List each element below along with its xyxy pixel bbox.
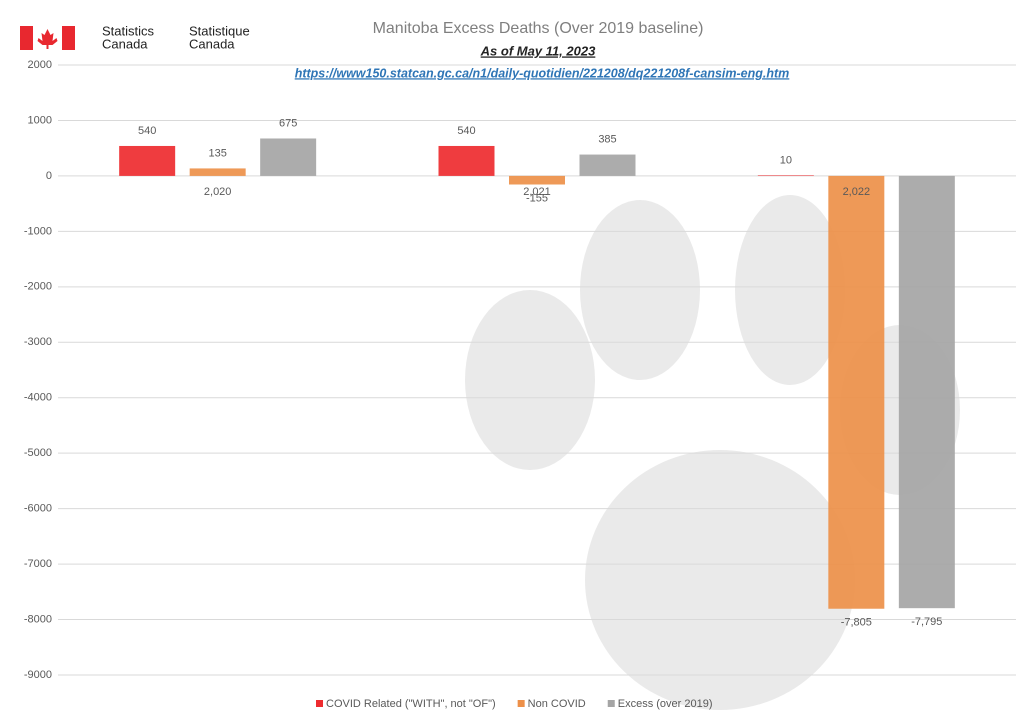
chart-subtitle: As of May 11, 2023: [480, 43, 596, 58]
y-tick-label: -7000: [24, 558, 52, 570]
bar: [509, 175, 565, 185]
y-tick-label: 0: [46, 170, 52, 182]
bar: [898, 175, 955, 609]
background-art: [465, 195, 960, 710]
chart-title: Manitoba Excess Deaths (Over 2019 baseli…: [373, 20, 704, 37]
data-label: -7,795: [911, 616, 942, 628]
agency-text: Statistique: [189, 23, 250, 38]
bar: [828, 175, 885, 609]
y-tick-label: -2000: [24, 281, 52, 293]
agency-text: Canada: [102, 36, 148, 51]
y-tick-label: -5000: [24, 447, 52, 459]
y-tick-label: -6000: [24, 503, 52, 515]
y-tick-label: 2000: [28, 59, 52, 71]
y-tick-label: -1000: [24, 225, 52, 237]
data-label: 675: [279, 117, 297, 129]
data-label: 10: [780, 154, 792, 166]
data-label: 540: [457, 125, 475, 137]
y-tick-label: -3000: [24, 336, 52, 348]
data-label: -155: [526, 192, 548, 204]
bar: [260, 138, 317, 176]
legend-swatch: [607, 700, 615, 707]
y-tick-label: -9000: [24, 669, 52, 681]
legend-swatch: [517, 700, 525, 707]
source-link[interactable]: https://www150.statcan.gc.ca/n1/daily-qu…: [295, 66, 790, 80]
bar: [119, 145, 176, 176]
legend-swatch: [316, 700, 323, 707]
data-label: 385: [598, 133, 616, 145]
bar: [579, 154, 636, 176]
data-label: -7,805: [841, 617, 872, 629]
legend: COVID Related ("WITH", not "OF") Non COVI…: [316, 698, 713, 710]
agency-text: Statistics: [102, 23, 155, 38]
x-tick-label: 2,020: [204, 186, 232, 198]
logo: Statistics Canada Statistique Canada: [20, 23, 250, 51]
bar: [757, 175, 814, 176]
data-label: 135: [208, 147, 226, 159]
y-tick-label: -4000: [24, 392, 52, 404]
bar: [438, 145, 495, 176]
data-label: 540: [138, 125, 156, 137]
legend-label: Non COVID: [528, 698, 586, 710]
legend-label: Excess (over 2019): [618, 698, 713, 710]
x-tick-label: 2,021: [523, 186, 551, 198]
x-tick-label: 2,022: [843, 186, 871, 198]
agency-text: Canada: [189, 36, 235, 51]
legend-label: COVID Related ("WITH", not "OF"): [326, 698, 496, 710]
y-tick-label: -8000: [24, 613, 52, 625]
y-tick-label: 1000: [28, 114, 52, 126]
bar: [189, 168, 246, 176]
